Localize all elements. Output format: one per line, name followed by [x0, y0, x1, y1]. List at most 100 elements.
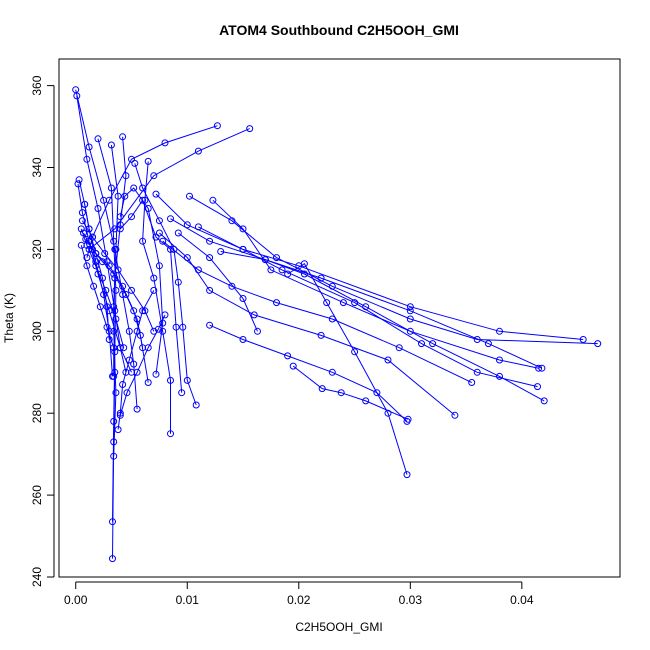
data-point [110, 270, 118, 278]
profile [159, 237, 476, 386]
data-point [178, 389, 186, 397]
profile [82, 235, 152, 386]
x-tick-label: 0.03 [399, 593, 423, 607]
profile [284, 260, 411, 479]
profile-line [170, 218, 543, 369]
data-point [105, 262, 113, 270]
data-point [121, 192, 129, 200]
profile-line [177, 232, 258, 332]
data-point [473, 368, 481, 376]
profile [186, 192, 602, 348]
data-point [110, 303, 118, 311]
data-point [119, 133, 127, 141]
data-point [101, 250, 109, 257]
data-point [384, 409, 392, 417]
data-point [107, 184, 115, 192]
data-point [239, 295, 247, 302]
profile-line [209, 324, 408, 422]
data-point [154, 325, 162, 333]
data-point [103, 303, 111, 311]
profile [194, 223, 541, 391]
data-point [112, 245, 120, 253]
data-point [110, 344, 118, 352]
data-point [167, 430, 174, 438]
data-point [403, 471, 411, 479]
y-tick-label: 320 [30, 239, 44, 259]
profile [116, 196, 186, 397]
data-point [300, 260, 308, 268]
data-point [206, 321, 214, 329]
data-point [130, 360, 138, 368]
data-point [94, 135, 102, 143]
data-point [339, 299, 347, 307]
profile [116, 311, 169, 419]
data-point [328, 315, 336, 323]
data-point [77, 225, 85, 233]
data-point [107, 141, 115, 149]
data-point [150, 172, 158, 180]
data-point [141, 307, 149, 315]
data-point [228, 282, 236, 290]
y-tick-label: 360 [30, 75, 44, 95]
data-point [89, 233, 96, 241]
data-point [85, 143, 93, 151]
data-point [323, 299, 331, 307]
data-point [114, 426, 122, 434]
data-point [429, 340, 437, 348]
data-point [114, 192, 122, 200]
data-point [105, 336, 113, 343]
data-point [159, 327, 167, 335]
data-point [133, 368, 141, 376]
data-point [103, 323, 111, 331]
data-point [496, 372, 503, 380]
profile [152, 190, 587, 343]
data-point [484, 340, 492, 348]
data-point [78, 217, 86, 225]
data-point [150, 274, 158, 282]
data-point [139, 237, 147, 245]
data-point [278, 266, 286, 274]
data-point [284, 270, 292, 278]
profile [114, 286, 158, 434]
profile-line [159, 232, 456, 416]
series-profiles [72, 86, 602, 563]
data-point [337, 389, 345, 397]
data-point [161, 139, 169, 147]
data-point [83, 254, 91, 262]
data-point [116, 409, 124, 417]
data-point [74, 180, 82, 188]
data-point [318, 385, 326, 393]
data-point [213, 122, 221, 130]
profile [209, 196, 543, 372]
profile-line [78, 179, 113, 377]
data-point [300, 270, 308, 278]
data-point [125, 356, 133, 364]
data-point [139, 196, 147, 204]
data-point [139, 307, 147, 315]
profile [116, 184, 167, 378]
data-point [174, 229, 182, 237]
x-tick-label: 0.02 [287, 593, 311, 607]
y-axis: 240 260 280 300 320 340 360 [30, 75, 55, 587]
data-point [206, 254, 214, 262]
y-tick-label: 340 [30, 157, 44, 177]
data-point [128, 213, 135, 221]
data-point [144, 344, 152, 352]
y-tick-label: 240 [30, 567, 44, 587]
x-tick-label: 0.00 [64, 593, 88, 607]
data-point [406, 307, 414, 315]
data-point [73, 92, 81, 100]
data-point [94, 205, 102, 212]
data-point [194, 223, 202, 231]
data-point [112, 389, 120, 397]
profile-line [134, 163, 197, 406]
data-point [246, 125, 254, 133]
profile [139, 157, 174, 438]
profile-line [212, 199, 539, 369]
x-axis: 0.00 0.01 0.02 0.03 0.04 [64, 581, 534, 607]
data-point [261, 256, 269, 264]
data-point [102, 286, 110, 294]
y-tick-label: 300 [30, 321, 44, 341]
data-point [112, 315, 120, 323]
data-point [125, 327, 133, 335]
